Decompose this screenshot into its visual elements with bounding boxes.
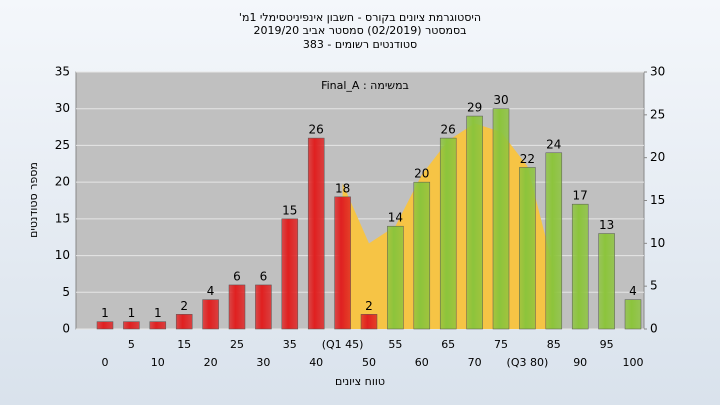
bar [202, 299, 219, 330]
value-label: 6 [233, 269, 241, 283]
y-tick-label: 10 [55, 248, 70, 262]
value-label: 24 [546, 137, 561, 151]
bar [255, 284, 272, 330]
y-tick-label: 15 [55, 211, 70, 225]
value-label: 22 [520, 152, 535, 166]
y-tick-label: 35 [55, 65, 70, 79]
y-tick-label: 25 [55, 138, 70, 152]
bar [281, 218, 299, 330]
bar [624, 299, 642, 330]
y2-tick-label: 10 [650, 236, 665, 250]
x-tick-label: 5 [128, 338, 135, 351]
x-tick-label: 60 [415, 356, 429, 369]
chart-title: 'היסטוגרמת ציונים בקורס - חשבון אינפיניט… [239, 11, 481, 24]
value-label: 18 [335, 181, 350, 195]
x-tick-label: 85 [547, 338, 561, 351]
x-tick-label: 25 [230, 338, 244, 351]
bar [175, 314, 193, 330]
bar [334, 196, 351, 330]
value-label: 4 [207, 284, 215, 298]
value-label: 29 [467, 101, 482, 115]
x-tick-label: (Q1 45) [322, 338, 364, 351]
value-label: 20 [414, 167, 429, 181]
bar [466, 115, 483, 330]
y2-tick-label: 15 [650, 193, 665, 207]
x-tick-label: 75 [494, 338, 508, 351]
x-tick-label: 40 [309, 356, 323, 369]
x-tick-label: 95 [600, 338, 614, 351]
x-tick-label: 30 [256, 356, 270, 369]
bar [387, 225, 404, 330]
x-tick-label: 55 [388, 338, 402, 351]
bar [571, 203, 589, 330]
value-label: 13 [599, 218, 614, 232]
value-label: 1 [154, 306, 162, 320]
bar [149, 321, 167, 330]
value-label: 2 [180, 299, 188, 313]
y-tick-label: 30 [55, 101, 70, 115]
x-tick-label: (Q3 80) [507, 356, 549, 369]
value-label: 17 [573, 189, 588, 203]
bar [123, 321, 140, 330]
x-tick-label: 35 [283, 338, 297, 351]
y-tick-label: 5 [62, 285, 70, 299]
x-tick-label: 70 [468, 356, 482, 369]
x-tick-label: 50 [362, 356, 376, 369]
x-tick-label: 90 [573, 356, 587, 369]
x-tick-label: 20 [204, 356, 218, 369]
value-label: 4 [629, 284, 637, 298]
x-tick-label: 0 [102, 356, 109, 369]
y-axis-title: מספר סטודנטים [27, 162, 40, 238]
y2-tick-label: 30 [650, 65, 665, 79]
bar [96, 321, 114, 330]
y-tick-label: 0 [62, 322, 70, 336]
chart-subtitle: סטודנטים רשומים - 383 [303, 38, 417, 51]
value-label: 6 [260, 269, 268, 283]
bar [307, 137, 325, 330]
bar [413, 181, 431, 330]
bar [228, 284, 246, 330]
x-tick-label: 100 [623, 356, 644, 369]
y-tick-label: 20 [55, 175, 70, 189]
value-label: 2 [365, 299, 373, 313]
bar [439, 137, 457, 330]
value-label: 30 [493, 93, 508, 107]
x-tick-label: 10 [151, 356, 165, 369]
y2-tick-label: 0 [650, 322, 658, 336]
x-tick-label: 15 [177, 338, 191, 351]
bar [360, 314, 378, 330]
bar [492, 108, 510, 330]
value-label: 15 [282, 203, 297, 217]
value-label: 14 [388, 211, 403, 225]
value-label: 26 [441, 123, 456, 137]
x-tick-label: 65 [441, 338, 455, 351]
y2-tick-label: 5 [650, 279, 658, 293]
y2-tick-label: 25 [650, 107, 665, 121]
bar [519, 167, 536, 330]
y2-tick-label: 20 [650, 150, 665, 164]
bar [545, 152, 563, 330]
value-label: 1 [128, 306, 136, 320]
annotation: Final_A : במשימה [321, 79, 409, 92]
x-axis-title: טווח ציונים [335, 375, 385, 388]
value-label: 26 [309, 123, 324, 137]
chart-subtitle: בסמסטר (02/2019) סמסטר אביב 2019/20 [253, 24, 466, 37]
bar [598, 233, 615, 330]
value-label: 1 [101, 306, 109, 320]
